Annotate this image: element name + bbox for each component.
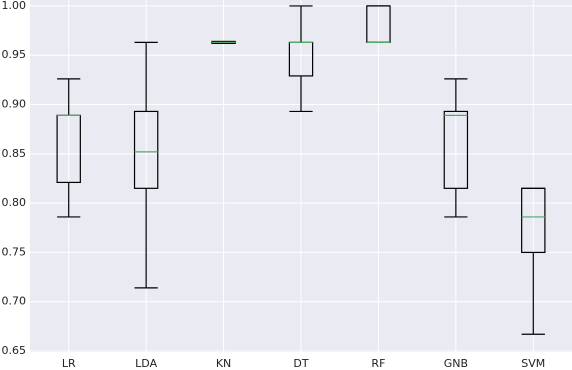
x-tick-label: KN (216, 357, 231, 370)
x-tick-label: LDA (135, 357, 157, 370)
y-tick-label: 0.65 (2, 344, 27, 357)
box (133, 110, 159, 189)
x-tick-label: DT (293, 357, 308, 370)
x-tick-label: LR (62, 357, 76, 370)
y-tick-label: 0.90 (2, 98, 27, 111)
x-tick-label: RF (371, 357, 385, 370)
y-tick-label: 0.85 (2, 147, 27, 160)
y-tick-label: 0.70 (2, 295, 27, 308)
y-tick-label: 0.75 (2, 245, 27, 258)
y-tick-label: 1.00 (2, 0, 27, 12)
box (443, 110, 469, 189)
x-tick-label: SVM (521, 357, 545, 370)
y-tick-label: 0.80 (2, 196, 27, 209)
x-tick-label: GNB (444, 357, 468, 370)
y-tick-label: 0.95 (2, 48, 27, 61)
box (521, 187, 546, 254)
